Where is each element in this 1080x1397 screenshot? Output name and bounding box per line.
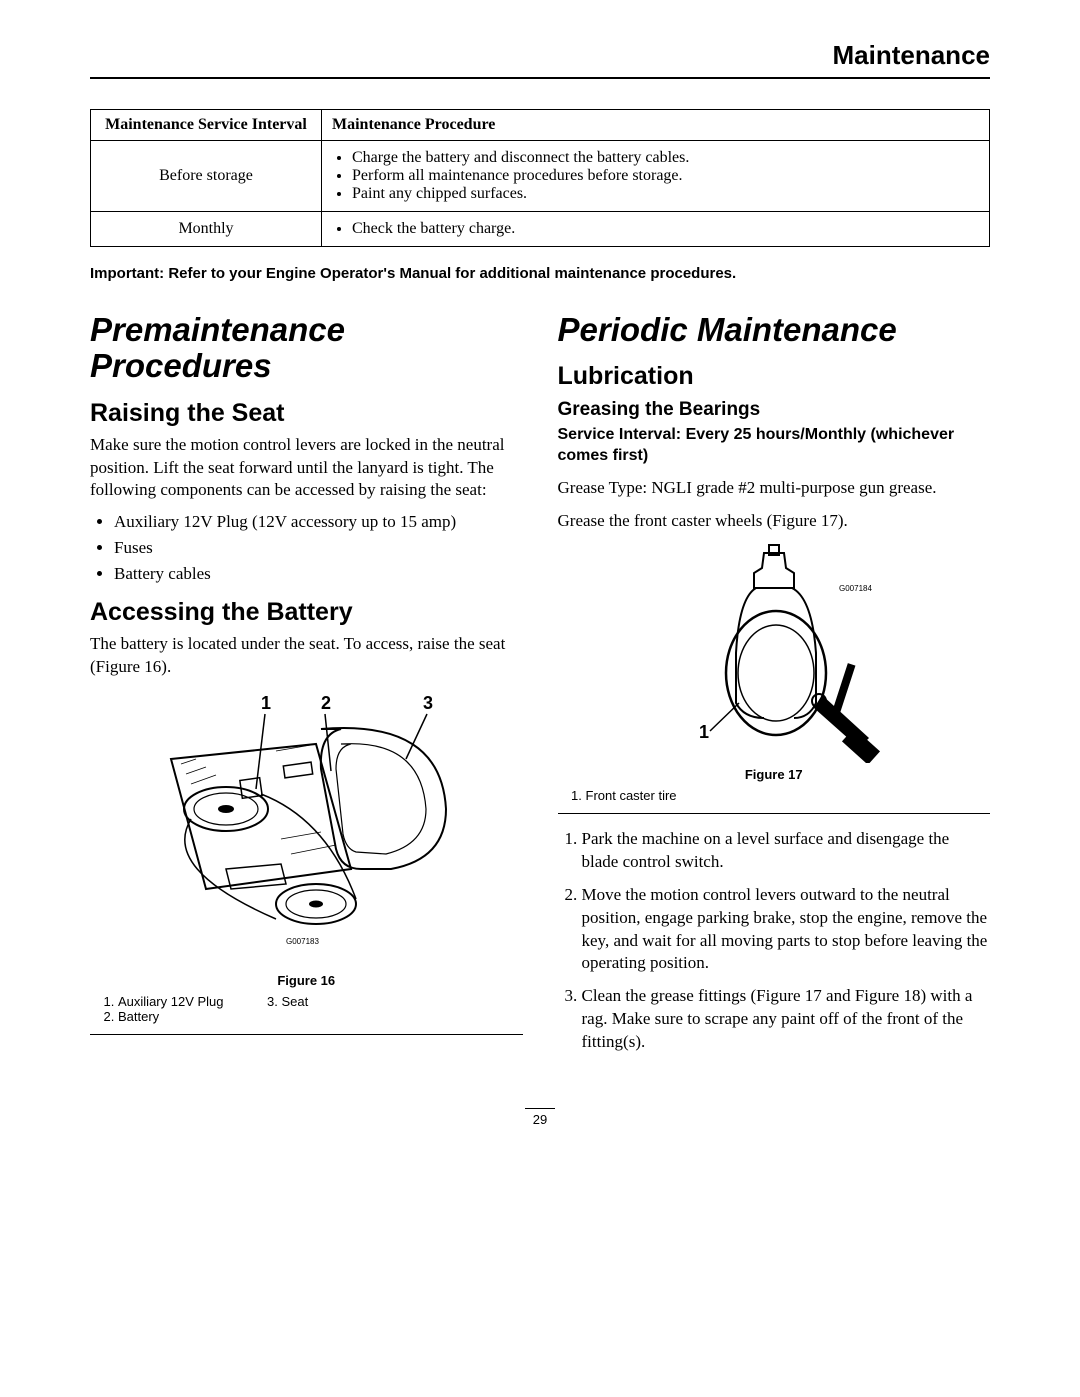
important-label: Important: [90,265,164,282]
table-row: Before storage Charge the battery and di… [91,141,990,212]
page-header: Maintenance [90,40,990,79]
divider [90,1034,523,1035]
important-text: Refer to your Engine Operator's Manual f… [168,265,736,282]
figure-17-caption: Figure 17 [558,767,991,782]
table-row: Monthly Check the battery charge. [91,212,990,247]
svg-text:G007183: G007183 [286,937,319,946]
procedure-item: Perform all maintenance procedures befor… [352,167,979,185]
left-column: Premaintenance Procedures Raising the Se… [90,312,523,1068]
legend-item: Auxiliary 12V Plug [118,994,224,1009]
accessing-battery-para: The battery is located under the seat. T… [90,633,523,679]
raising-seat-list: Auxiliary 12V Plug (12V accessory up to … [90,512,523,584]
raising-seat-para: Make sure the motion control levers are … [90,434,523,503]
step-item: Move the motion control levers outward t… [582,884,991,976]
divider [558,813,991,814]
legend-item: Battery [118,1009,224,1024]
figure-16-svg: 1 2 3 [141,689,471,969]
figure-16-legend: Auxiliary 12V Plug Battery Seat [100,994,523,1024]
svg-text:G007184: G007184 [839,584,872,593]
grease-type-para: Grease Type: NGLI grade #2 multi-purpose… [558,477,991,500]
table-head-interval: Maintenance Service Interval [91,110,322,141]
list-item: Auxiliary 12V Plug (12V accessory up to … [114,512,523,532]
figure-17-svg: 1 G007184 [644,543,904,763]
grease-instr-para: Grease the front caster wheels (Figure 1… [558,510,991,533]
page-number: 29 [90,1108,990,1127]
procedure-item: Paint any chipped surfaces. [352,185,979,203]
procedure-item: Check the battery charge. [352,220,979,238]
maintenance-table: Maintenance Service Interval Maintenance… [90,109,990,247]
step-item: Park the machine on a level surface and … [582,828,991,874]
premaintenance-heading: Premaintenance Procedures [90,312,523,385]
svg-text:2: 2 [321,693,331,713]
greasing-bearings-heading: Greasing the Bearings [558,399,991,421]
service-interval-label: Service Interval: [558,426,682,443]
figure-17: 1 G007184 Figure 17 [558,543,991,782]
svg-text:3: 3 [423,693,433,713]
service-interval: Service Interval: Every 25 hours/Monthly… [558,425,991,467]
figure-16-caption: Figure 16 [90,973,523,988]
right-column: Periodic Maintenance Lubrication Greasin… [558,312,991,1068]
legend-item: Front caster tire [586,788,991,803]
periodic-maintenance-heading: Periodic Maintenance [558,312,991,348]
procedure-cell: Charge the battery and disconnect the ba… [322,141,990,212]
raising-seat-heading: Raising the Seat [90,399,523,428]
figure-17-legend: Front caster tire [568,788,991,803]
interval-cell: Monthly [91,212,322,247]
interval-cell: Before storage [91,141,322,212]
procedure-cell: Check the battery charge. [322,212,990,247]
legend-item: Seat [282,994,309,1009]
list-item: Fuses [114,538,523,558]
greasing-steps: Park the machine on a level surface and … [558,828,991,1054]
accessing-battery-heading: Accessing the Battery [90,598,523,627]
svg-text:1: 1 [699,722,709,742]
important-note: Important: Refer to your Engine Operator… [90,265,990,282]
list-item: Battery cables [114,564,523,584]
table-head-procedure: Maintenance Procedure [322,110,990,141]
lubrication-heading: Lubrication [558,362,991,391]
svg-text:1: 1 [261,693,271,713]
step-item: Clean the grease fittings (Figure 17 and… [582,985,991,1054]
figure-16: 1 2 3 [90,689,523,988]
procedure-item: Charge the battery and disconnect the ba… [352,149,979,167]
